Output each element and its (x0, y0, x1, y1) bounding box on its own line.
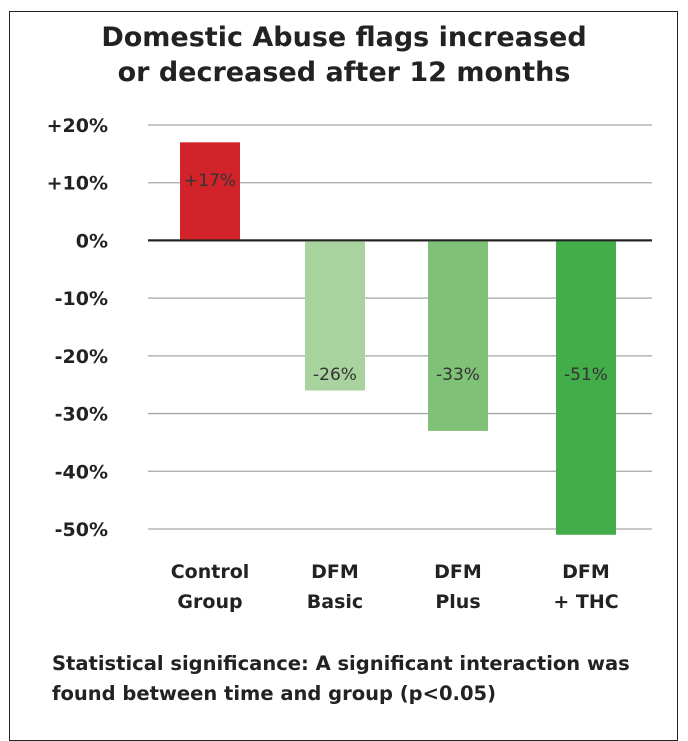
y-tick-label: -30% (55, 404, 108, 426)
chart-title: Domestic Abuse flags increased or decrea… (0, 20, 688, 90)
data-label: +17% (184, 171, 236, 191)
bar (305, 240, 365, 391)
x-category-label: DFM (311, 561, 359, 583)
x-category-label: Control (171, 561, 250, 583)
y-tick-label: +20% (47, 115, 108, 137)
chart-title-line-2: or decreased after 12 months (117, 57, 571, 88)
y-tick-label: +10% (47, 173, 108, 195)
data-label: -51% (564, 365, 608, 385)
x-category-label: Basic (307, 591, 363, 613)
x-category-label: Plus (435, 591, 480, 613)
x-category-label: + THC (553, 591, 618, 613)
bar (180, 142, 240, 241)
x-category-label: DFM (562, 561, 610, 583)
bar (428, 240, 488, 431)
data-label: -26% (313, 365, 357, 385)
chart-title-line-1: Domestic Abuse flags increased (101, 22, 587, 53)
data-label: -33% (436, 365, 480, 385)
x-category-label: Group (177, 591, 242, 613)
y-tick-label: -40% (55, 461, 108, 483)
y-tick-label: 0% (76, 230, 108, 252)
x-category-label: DFM (434, 561, 482, 583)
y-tick-label: -20% (55, 346, 108, 368)
bar (556, 240, 616, 535)
significance-note: Statistical significance: A significant … (52, 652, 630, 705)
y-tick-label: -10% (55, 288, 108, 310)
y-tick-label: -50% (55, 519, 108, 541)
